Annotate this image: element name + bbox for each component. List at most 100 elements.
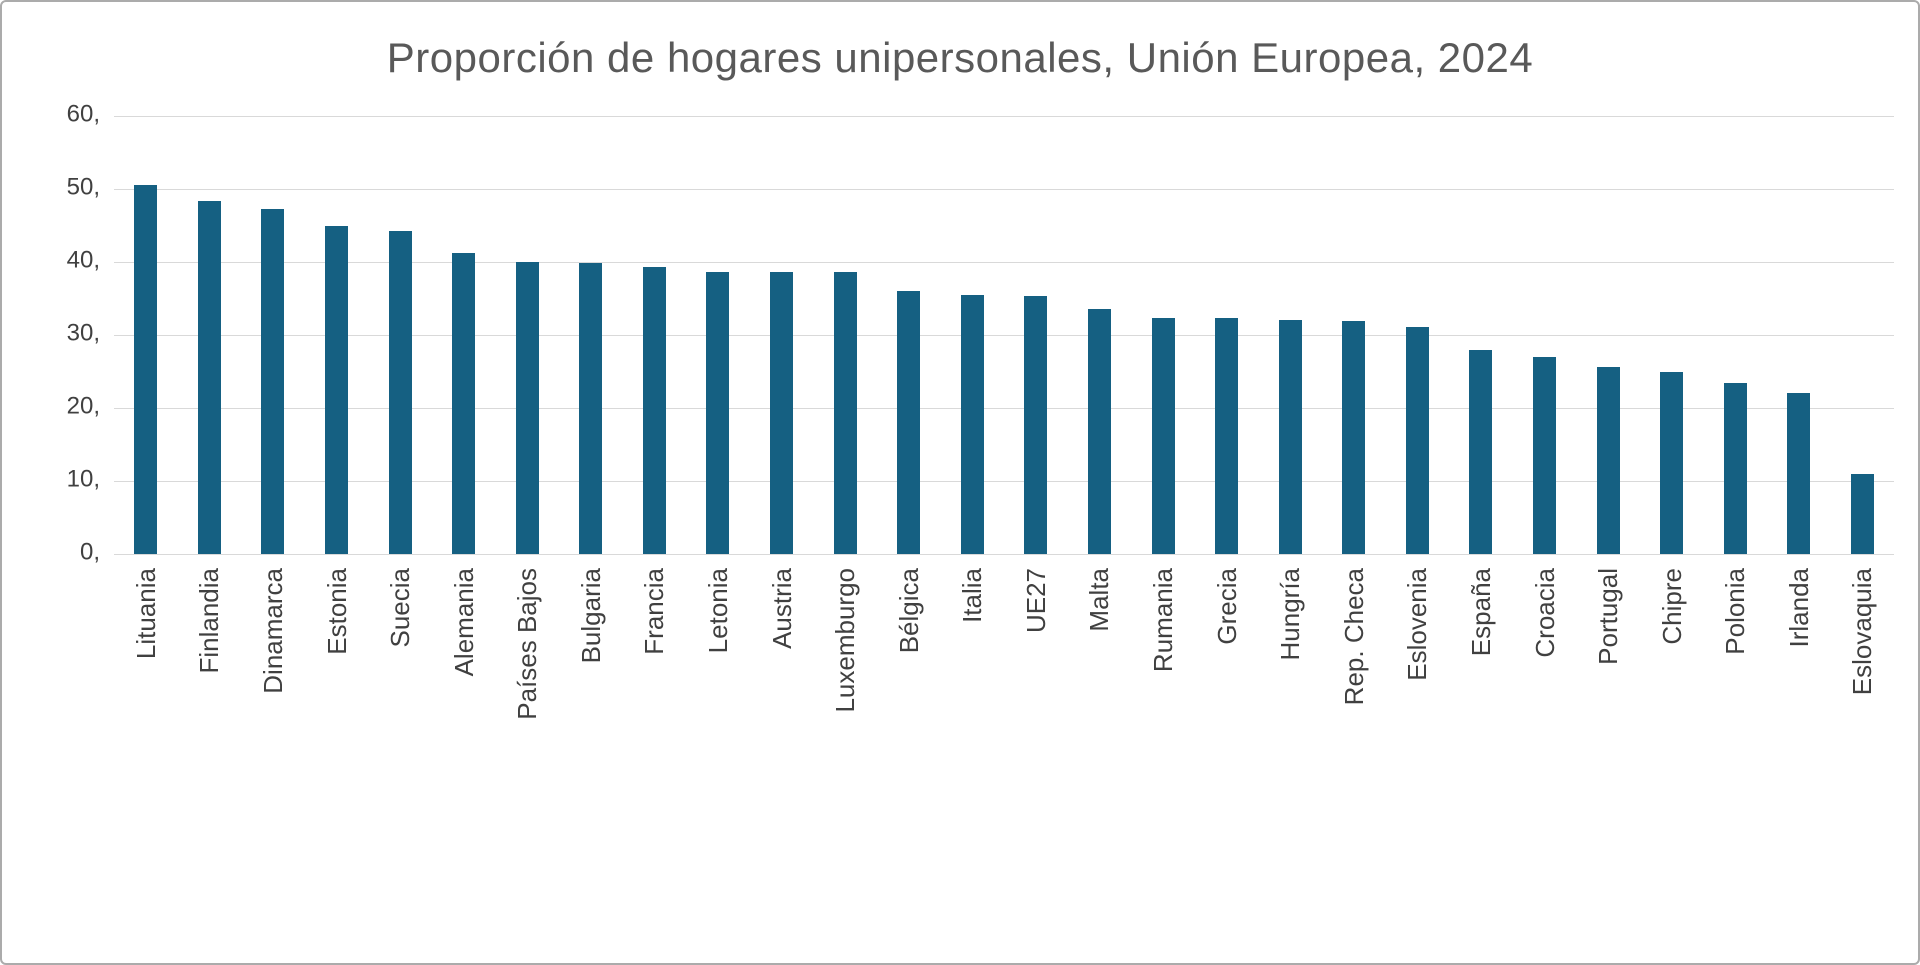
x-label-cell: Eslovaquia (1831, 568, 1895, 772)
x-label-cell: España (1449, 568, 1513, 772)
bar (642, 267, 666, 554)
x-axis-label: Grecia (1211, 568, 1242, 645)
bar-slot (1386, 116, 1450, 554)
bar-slot (1640, 116, 1704, 554)
x-axis-label: Rumania (1148, 568, 1179, 673)
gridline (114, 554, 1894, 555)
x-axis-label: Croacia (1529, 568, 1560, 658)
x-axis-labels: Lituania Finlandia Dinamarca Estonia Suecia A… (114, 554, 1894, 772)
bar (1533, 356, 1556, 554)
x-label-cell: Austria (750, 568, 814, 772)
x-label-cell: Italia (941, 568, 1005, 772)
bar (960, 294, 984, 554)
bar (1151, 318, 1175, 554)
bar-slot (813, 116, 877, 554)
bar (1469, 349, 1493, 554)
x-axis-label: Rep. Checa (1338, 568, 1369, 706)
bar (452, 252, 476, 554)
y-tick-label: 20, (66, 392, 100, 420)
bar-slot (1195, 116, 1259, 554)
bar-slot (1258, 116, 1322, 554)
plot-area (114, 116, 1894, 555)
bar-slot (877, 116, 941, 554)
bar-slot (114, 116, 178, 554)
bar (1342, 321, 1366, 554)
x-label-cell: Alemania (432, 568, 496, 772)
x-label-cell: Rep. Checa (1322, 568, 1386, 772)
x-axis-label: Lituania (130, 568, 161, 660)
bar (770, 272, 794, 554)
x-axis-label: Francia (639, 568, 670, 655)
bar (261, 209, 285, 554)
gridline (114, 335, 1894, 336)
x-axis-label: Malta (1084, 568, 1115, 632)
bar (1278, 320, 1302, 554)
bar-slot (241, 116, 305, 554)
gridline (114, 116, 1894, 117)
bar (1723, 383, 1747, 554)
bar-slot (559, 116, 623, 554)
bar-slot (305, 116, 369, 554)
x-label-cell: Francia (623, 568, 687, 772)
x-axis-label: Chipre (1656, 568, 1687, 645)
x-axis-label: Austria (766, 568, 797, 649)
x-label-cell: Bulgaria (559, 568, 623, 772)
bar-slot (1068, 116, 1132, 554)
gridline (114, 481, 1894, 482)
x-label-cell: Países Bajos (495, 568, 559, 772)
x-axis-label: Estonia (321, 568, 352, 655)
x-label-cell: UE27 (1004, 568, 1068, 772)
x-label-cell: Luxemburgo (813, 568, 877, 772)
x-axis-label: Países Bajos (512, 568, 543, 720)
y-tick-label: 30, (66, 319, 100, 347)
bar-slot (368, 116, 432, 554)
x-label-cell: Lituania (114, 568, 178, 772)
gridline (114, 188, 1894, 190)
gridline (114, 407, 1894, 409)
bar-slot (750, 116, 814, 554)
y-axis: 60, 50, 40, 30, 20, 10, 0, (26, 101, 114, 566)
bar-slot (495, 116, 559, 554)
bar (897, 291, 921, 554)
bar (1787, 393, 1811, 554)
x-label-cell: Letonia (686, 568, 750, 772)
x-axis-label: Bulgaria (575, 568, 606, 664)
bar-slot (432, 116, 496, 554)
bar-slot (1576, 116, 1640, 554)
x-axis-label: Finlandia (194, 568, 225, 674)
x-label-cell: Bélgica (877, 568, 941, 772)
bar-slot (1131, 116, 1195, 554)
x-label-cell: Suecia (368, 568, 432, 772)
bar (1087, 309, 1111, 554)
bar-slot (623, 116, 687, 554)
bar-slot (1767, 116, 1831, 554)
bar (1660, 372, 1684, 554)
bar (197, 201, 221, 554)
bar (579, 263, 603, 554)
x-axis-label: Alemania (448, 568, 479, 677)
y-tick-label: 10, (66, 465, 100, 493)
chart-title: Proporción de hogares unipersonales, Uni… (386, 34, 1534, 81)
gridline (114, 261, 1894, 263)
bar (134, 185, 158, 554)
x-axis-label: Hungría (1275, 568, 1306, 661)
x-label-cell: Chipre (1640, 568, 1704, 772)
x-axis-label: Polonia (1720, 568, 1751, 655)
bar-slot (1703, 116, 1767, 554)
x-label-cell: Dinamarca (241, 568, 305, 772)
bar (388, 230, 412, 554)
x-label-cell: Hungría (1258, 568, 1322, 772)
bar-slot (1004, 116, 1068, 554)
x-axis-label: España (1465, 568, 1496, 657)
x-label-cell: Irlanda (1767, 568, 1831, 772)
x-label-cell: Finlandia (178, 568, 242, 772)
x-axis-label: Dinamarca (257, 568, 288, 694)
bar-slot (941, 116, 1005, 554)
bar (1596, 367, 1620, 554)
x-axis-label: Luxemburgo (830, 568, 861, 713)
x-label-cell: Rumania (1131, 568, 1195, 772)
x-axis-label: Bélgica (893, 568, 924, 654)
x-axis-label: Eslovaquia (1847, 568, 1878, 696)
bar (706, 272, 730, 554)
